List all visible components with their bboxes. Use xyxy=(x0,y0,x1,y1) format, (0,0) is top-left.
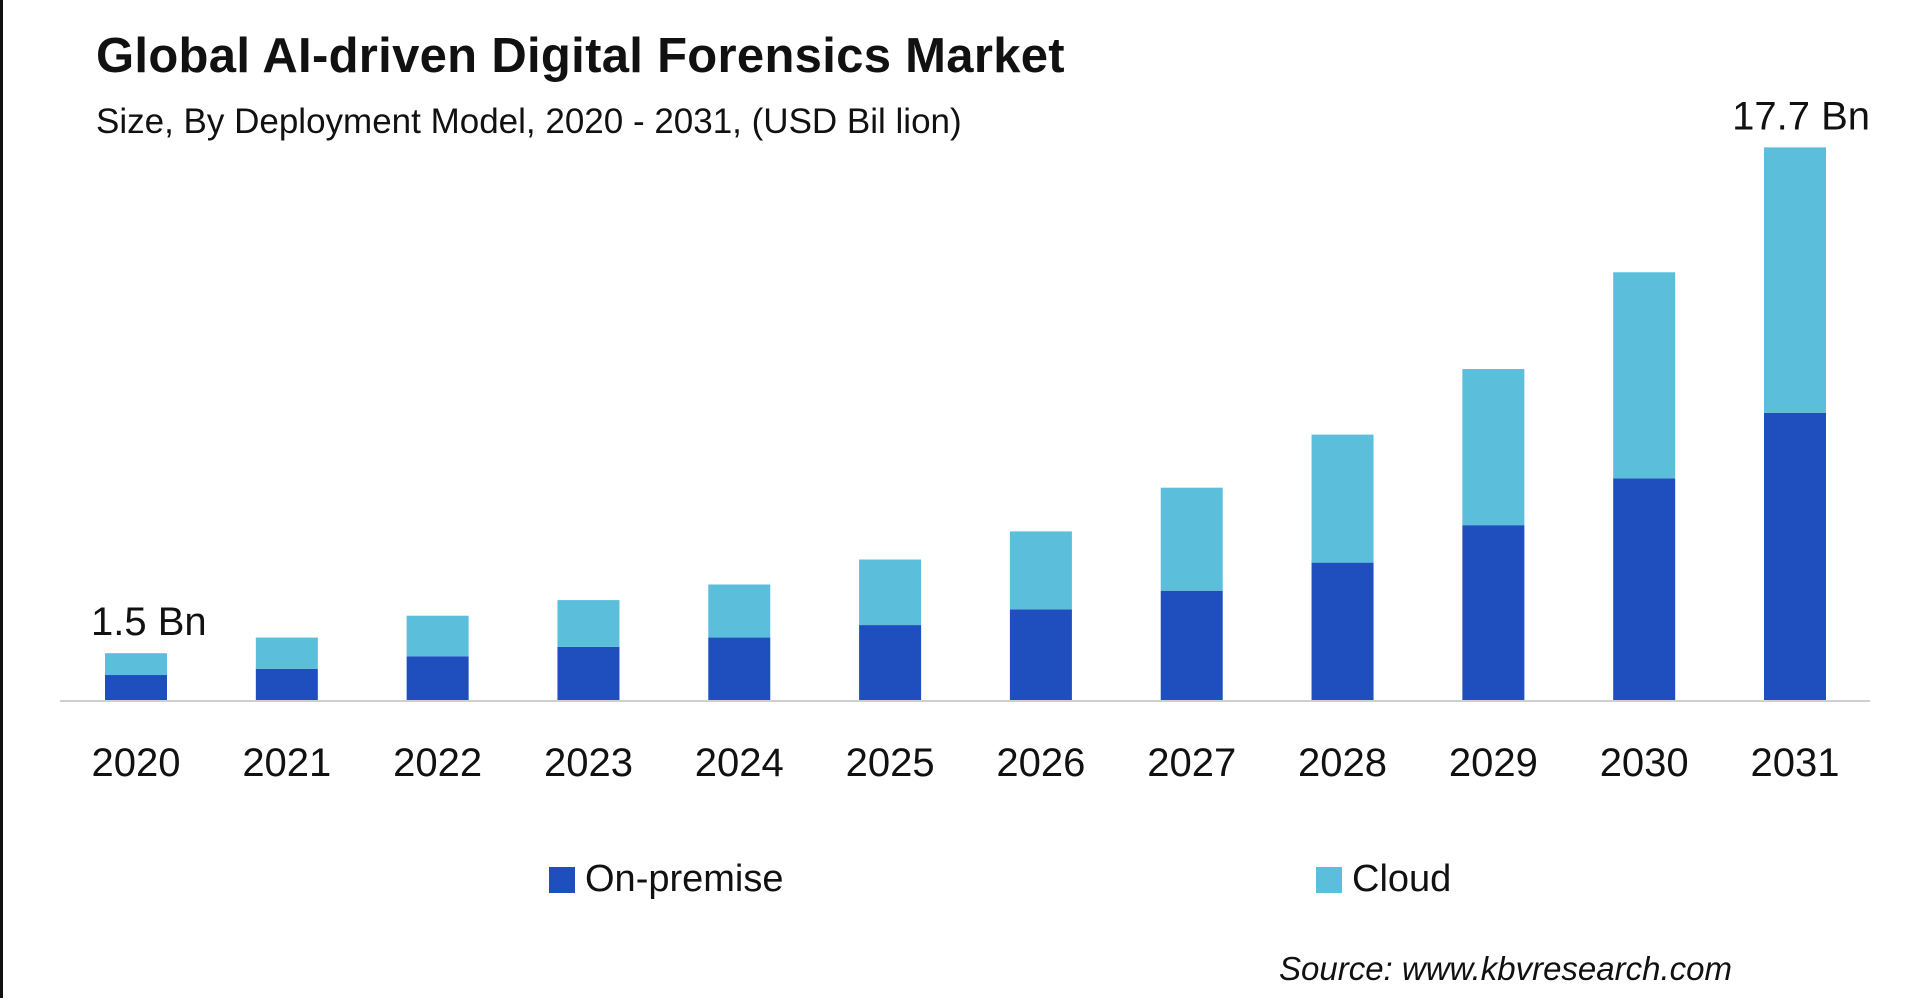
x-tick-label-2029: 2029 xyxy=(1449,741,1538,785)
legend-label-on-premise: On-premise xyxy=(585,858,784,900)
bar-cloud-2022 xyxy=(406,615,469,657)
x-tick-label-2030: 2030 xyxy=(1600,741,1689,785)
bar-cloud-2024 xyxy=(708,584,771,638)
x-tick-label-2023: 2023 xyxy=(544,741,633,785)
bar-on-premise-2026 xyxy=(1009,609,1072,700)
bar-on-premise-2024 xyxy=(708,637,771,700)
x-tick-label-2020: 2020 xyxy=(92,741,181,785)
legend-item-cloud: Cloud xyxy=(1316,858,1451,901)
bar-cloud-2025 xyxy=(859,559,922,626)
bar-on-premise-2028 xyxy=(1311,562,1374,700)
chart-subtitle: Size, By Deployment Model, 2020 - 2031, … xyxy=(96,102,962,141)
bar-on-premise-2025 xyxy=(859,625,922,700)
bar-cloud-2023 xyxy=(557,600,620,647)
legend-item-on-premise: On-premise xyxy=(549,858,784,901)
bar-total-label-2020: 1.5 Bn xyxy=(91,600,207,644)
legend-label-cloud: Cloud xyxy=(1352,858,1452,900)
bar-cloud-2029 xyxy=(1462,369,1525,526)
bar-on-premise-2027 xyxy=(1160,590,1223,700)
legend-swatch-on-premise xyxy=(549,866,575,893)
bar-cloud-2026 xyxy=(1009,531,1072,610)
x-tick-label-2022: 2022 xyxy=(393,741,482,785)
bar-cloud-2027 xyxy=(1160,487,1223,591)
x-tick-label-2026: 2026 xyxy=(996,741,1085,785)
bar-cloud-2020 xyxy=(105,653,167,676)
bar-on-premise-2022 xyxy=(406,656,469,700)
bar-cloud-2028 xyxy=(1311,434,1374,563)
source-note: Source: www.kbvresearch.com xyxy=(1279,950,1732,987)
x-tick-label-2025: 2025 xyxy=(846,741,935,785)
x-tick-label-2031: 2031 xyxy=(1751,741,1840,785)
chart-title: Global AI-driven Digital Forensics Marke… xyxy=(96,29,1065,83)
bar-cloud-2030 xyxy=(1613,272,1676,479)
bar-on-premise-2021 xyxy=(255,668,318,700)
bar-cloud-2021 xyxy=(255,637,318,669)
x-tick-label-2028: 2028 xyxy=(1298,741,1387,785)
left-border xyxy=(0,0,3,998)
x-tick-label-2024: 2024 xyxy=(695,741,784,785)
x-tick-label-2027: 2027 xyxy=(1147,741,1236,785)
bar-on-premise-2030 xyxy=(1613,478,1676,700)
bar-on-premise-2023 xyxy=(557,646,620,700)
bar-on-premise-2029 xyxy=(1462,525,1525,700)
x-tick-label-2021: 2021 xyxy=(242,741,331,785)
chart-legend: On-premise Cloud xyxy=(0,858,1920,908)
bar-total-label-2031: 17.7 Bn xyxy=(1732,94,1870,138)
bar-on-premise-2020 xyxy=(105,675,167,700)
legend-swatch-cloud xyxy=(1316,866,1342,893)
bar-on-premise-2031 xyxy=(1764,412,1826,700)
bar-cloud-2031 xyxy=(1764,147,1826,413)
